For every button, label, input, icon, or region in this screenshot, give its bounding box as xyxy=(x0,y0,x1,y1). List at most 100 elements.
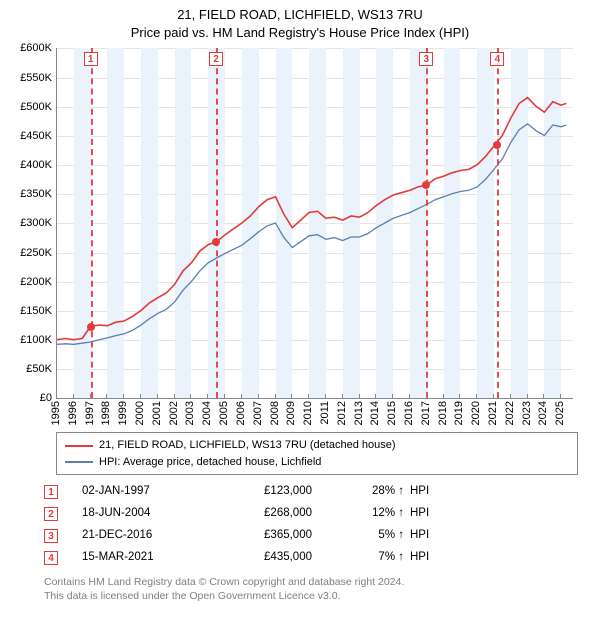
x-tick-mark xyxy=(275,394,276,398)
legend-box: 21, FIELD ROAD, LICHFIELD, WS13 7RU (det… xyxy=(56,432,578,475)
x-tick-label: 2000 xyxy=(134,401,146,425)
x-tick-mark xyxy=(56,394,57,398)
event-marker-line xyxy=(497,48,499,398)
x-tick-label: 2006 xyxy=(235,401,247,425)
transactions-table: 102-JAN-1997£123,00028% ↑HPI218-JUN-2004… xyxy=(44,481,578,568)
x-tick-label: 2019 xyxy=(453,401,465,425)
x-tick-label: 2021 xyxy=(487,401,499,425)
transaction-price: £365,000 xyxy=(212,525,312,547)
x-tick-mark xyxy=(392,394,393,398)
x-tick-label: 2008 xyxy=(269,401,281,425)
x-tick-mark xyxy=(493,394,494,398)
x-tick-label: 2016 xyxy=(403,401,415,425)
footer-line-2: This data is licensed under the Open Gov… xyxy=(44,589,578,603)
transaction-index-box: 1 xyxy=(44,485,58,499)
x-tick-mark xyxy=(409,394,410,398)
x-tick-mark xyxy=(308,394,309,398)
x-tick-mark xyxy=(426,394,427,398)
chart-title-address: 21, FIELD ROAD, LICHFIELD, WS13 7RU xyxy=(0,6,600,24)
x-tick-label: 2007 xyxy=(252,401,264,425)
y-tick-label: £500K xyxy=(20,101,52,113)
x-tick-label: 1996 xyxy=(67,401,79,425)
x-tick-label: 2005 xyxy=(218,401,230,425)
transaction-date: 02-JAN-1997 xyxy=(82,481,212,503)
x-tick-mark xyxy=(140,394,141,398)
x-tick-mark xyxy=(90,394,91,398)
y-tick-label: £450K xyxy=(20,130,52,142)
event-marker-dot xyxy=(87,323,95,331)
x-tick-label: 2001 xyxy=(151,401,163,425)
transaction-pct: 28% ↑ xyxy=(312,481,404,503)
x-tick-mark xyxy=(527,394,528,398)
x-tick-label: 2024 xyxy=(537,401,549,425)
legend-label: 21, FIELD ROAD, LICHFIELD, WS13 7RU (det… xyxy=(99,437,396,454)
x-tick-mark xyxy=(190,394,191,398)
legend-label: HPI: Average price, detached house, Lich… xyxy=(99,454,321,471)
transaction-row: 415-MAR-2021£435,0007% ↑HPI xyxy=(44,547,578,569)
transaction-pct: 5% ↑ xyxy=(312,525,404,547)
x-tick-mark xyxy=(443,394,444,398)
y-tick-label: £250K xyxy=(20,247,52,259)
x-tick-label: 1998 xyxy=(100,401,112,425)
transaction-row: 1 02-JAN-1997£123,00028% ↑HPI xyxy=(44,481,578,503)
y-tick-label: £350K xyxy=(20,188,52,200)
transaction-hpi-label: HPI xyxy=(404,547,429,569)
transaction-price: £123,000 xyxy=(212,481,312,503)
x-tick-mark xyxy=(73,394,74,398)
x-tick-label: 2004 xyxy=(201,401,213,425)
x-tick-mark xyxy=(174,394,175,398)
legend-row: 21, FIELD ROAD, LICHFIELD, WS13 7RU (det… xyxy=(65,437,569,454)
x-tick-mark xyxy=(207,394,208,398)
chart-area: £0£50K£100K£150K£200K£250K£300K£350K£400… xyxy=(12,48,572,428)
x-tick-mark xyxy=(359,394,360,398)
x-tick-mark xyxy=(291,394,292,398)
x-tick-mark xyxy=(224,394,225,398)
event-marker-box: 1 xyxy=(84,52,98,66)
y-tick-label: £150K xyxy=(20,305,52,317)
x-tick-label: 1999 xyxy=(117,401,129,425)
transaction-hpi-label: HPI xyxy=(404,525,429,547)
y-tick-label: £550K xyxy=(20,72,52,84)
y-tick-label: £300K xyxy=(20,217,52,229)
x-tick-mark xyxy=(157,394,158,398)
transaction-hpi-label: HPI xyxy=(404,503,429,525)
x-tick-label: 2002 xyxy=(168,401,180,425)
x-tick-label: 2010 xyxy=(302,401,314,425)
transaction-hpi-label: HPI xyxy=(404,481,429,503)
x-tick-label: 2025 xyxy=(554,401,566,425)
x-tick-mark xyxy=(258,394,259,398)
x-tick-label: 2015 xyxy=(386,401,398,425)
chart-title-subtitle: Price paid vs. HM Land Registry's House … xyxy=(0,24,600,42)
event-marker-line xyxy=(216,48,218,398)
chart-title-block: 21, FIELD ROAD, LICHFIELD, WS13 7RU Pric… xyxy=(0,0,600,42)
x-tick-mark xyxy=(375,394,376,398)
x-tick-mark xyxy=(459,394,460,398)
footer-line-1: Contains HM Land Registry data © Crown c… xyxy=(44,575,578,589)
x-axis: 1995199619971998199920002001200220032004… xyxy=(56,398,572,428)
transaction-pct: 12% ↑ xyxy=(312,503,404,525)
x-tick-label: 2003 xyxy=(184,401,196,425)
transaction-price: £435,000 xyxy=(212,547,312,569)
legend-swatch xyxy=(65,461,93,463)
x-tick-mark xyxy=(106,394,107,398)
x-tick-mark xyxy=(325,394,326,398)
transaction-date: 18-JUN-2004 xyxy=(82,503,212,525)
footer-attribution: Contains HM Land Registry data © Crown c… xyxy=(44,575,578,603)
y-tick-label: £50K xyxy=(26,363,52,375)
x-tick-mark xyxy=(543,394,544,398)
x-tick-label: 2012 xyxy=(336,401,348,425)
line-series-svg xyxy=(57,48,573,398)
series-line xyxy=(57,98,566,340)
x-tick-label: 2023 xyxy=(521,401,533,425)
x-tick-label: 2013 xyxy=(353,401,365,425)
event-marker-dot xyxy=(212,238,220,246)
legend-swatch xyxy=(65,445,93,447)
transaction-row: 321-DEC-2016£365,0005% ↑HPI xyxy=(44,525,578,547)
x-tick-mark xyxy=(476,394,477,398)
y-tick-label: £600K xyxy=(20,42,52,54)
x-tick-label: 2014 xyxy=(369,401,381,425)
event-marker-dot xyxy=(493,141,501,149)
y-tick-label: £100K xyxy=(20,334,52,346)
series-line xyxy=(57,124,566,344)
event-marker-line xyxy=(426,48,428,398)
